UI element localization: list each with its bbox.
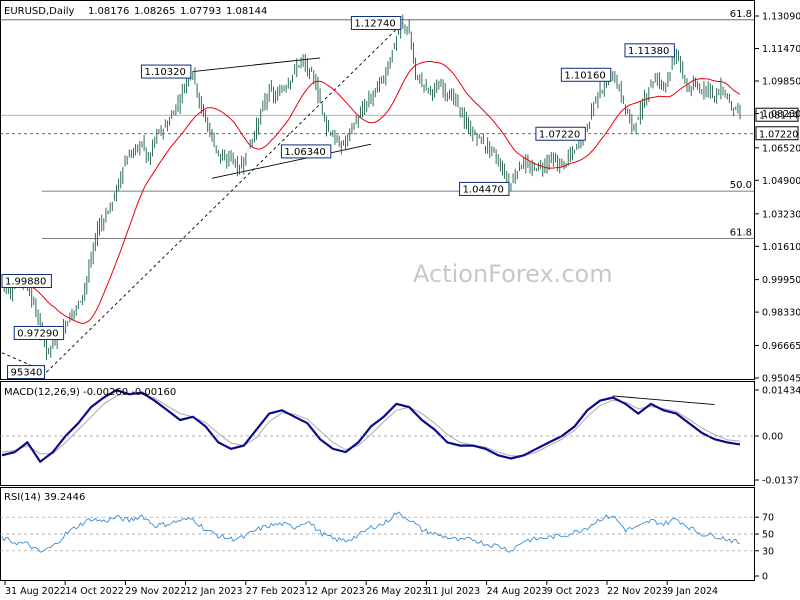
rsi-line — [1, 511, 741, 553]
price-box-label: 1.11380 — [628, 46, 669, 57]
level-label: 61.8 — [730, 227, 752, 238]
rsi-tick-label: 0 — [762, 572, 768, 583]
price-tick-label: 1.01610 — [762, 242, 800, 253]
macd-line — [1, 388, 741, 464]
last-price-box — [755, 126, 799, 141]
time-tick-label: 9 Oct 2023 — [547, 586, 600, 597]
time-tick-label: 24 Aug 2023 — [487, 586, 548, 597]
price-box — [7, 365, 46, 380]
macd-signal-line — [1, 392, 741, 457]
time-tick-label: 29 Nov 2022 — [125, 586, 186, 597]
price-box — [535, 126, 586, 141]
price-box — [624, 43, 675, 58]
price-box-label: 1.04470 — [463, 184, 504, 195]
price-tick-label: 1.04900 — [762, 176, 800, 187]
price-tick-label: 0.99950 — [762, 275, 800, 286]
ohlc-close: 1.08144 — [226, 6, 267, 17]
macd-tick-label: 0.00 — [762, 432, 783, 443]
macd-tick-label: 0.014342 — [762, 386, 800, 397]
time-axis: 31 Aug 2022 14 Oct 2022 29 Nov 2022 12 Jan … — [4, 581, 718, 597]
ma-line — [1, 61, 741, 324]
price-tick-label: 1.13090 — [762, 12, 800, 23]
macd-title: MACD(12,26,9) -0.00260 -0.00160 — [4, 387, 176, 398]
price-box-label: 1.06340 — [284, 147, 325, 158]
macd-lines — [1, 388, 741, 464]
time-tick-label: 26 May 2023 — [366, 586, 428, 597]
symbol-label: EURUSD,Daily — [4, 6, 75, 17]
time-tick-label: 11 Jul 2023 — [426, 586, 480, 597]
price-panel-frame — [0, 0, 755, 380]
rsi-tick-label: 50 — [762, 530, 774, 541]
rsi-tick-label: 70 — [762, 513, 774, 524]
price-box-label: 1.10160 — [564, 70, 605, 81]
rsi-title: RSI(14) 39.2446 — [4, 492, 85, 503]
price-tick-label: 1.03230 — [762, 209, 800, 220]
price-box — [1, 274, 52, 289]
price-boxes: 1.12740 1.10320 1.11380 1.10160 1.06340 1.044… — [1, 16, 799, 380]
moving-average — [1, 61, 741, 324]
price-box — [280, 144, 332, 159]
watermark: ActionForex.com — [413, 260, 613, 288]
price-tick-label: 1.08230 — [762, 109, 800, 120]
price-box — [350, 16, 402, 31]
rsi-axis: 70 50 30 0 — [0, 513, 774, 583]
rsi-panel-frame — [0, 487, 755, 581]
price-tick-label: 0.95045 — [762, 374, 800, 385]
trendline — [46, 22, 404, 373]
macd-divergence-line — [612, 395, 715, 406]
macd-axis: 0.014342 0.00 -0.01371 — [0, 386, 800, 487]
price-tick-label: 0.98330 — [762, 308, 800, 319]
trendline — [211, 143, 372, 179]
price-tick-label: 1.11470 — [762, 44, 800, 55]
rsi-tick-label: 30 — [762, 546, 774, 557]
last-price-label: 1.07220 — [759, 129, 798, 140]
level-label: 50.0 — [730, 180, 752, 191]
time-tick-label: 22 Nov 2023 — [607, 586, 668, 597]
ohlc-high: 1.08265 — [134, 6, 175, 17]
trendline — [1, 352, 47, 373]
time-tick-label: 12 Jan 2023 — [186, 586, 243, 597]
price-box-label: 1.07220 — [539, 129, 580, 140]
ohlc-open: 1.08176 — [88, 6, 129, 17]
price-box-label: 1.99880 — [5, 277, 46, 288]
time-tick-label: 12 Apr 2023 — [306, 586, 365, 597]
time-tick-label: 9 Jan 2024 — [667, 586, 718, 597]
price-levels: 61.8 50.0 61.8 — [0, 9, 754, 239]
time-tick-label: 27 Feb 2023 — [246, 586, 305, 597]
time-tick-label: 31 Aug 2022 — [5, 586, 66, 597]
price-tick-label: 1.06520 — [762, 143, 800, 154]
price-box — [140, 64, 192, 79]
trendlines — [1, 22, 404, 373]
last-price-label: 1.08144 — [759, 111, 798, 122]
price-box-label: 1.10320 — [144, 67, 185, 78]
macd-panel-frame — [0, 381, 755, 486]
ohlc-low: 1.07793 — [180, 6, 221, 17]
price-tick-label: 0.96665 — [762, 341, 800, 352]
price-tick-label: 1.09850 — [762, 76, 800, 87]
price-box — [13, 325, 65, 340]
price-axis: 1.13090 1.11470 1.09850 1.08230 1.06520 1.049… — [755, 12, 800, 385]
last-price-box — [755, 107, 799, 122]
price-box-label: 0.97290 — [17, 328, 58, 339]
candles — [1, 14, 741, 360]
time-tick-label: 14 Oct 2022 — [65, 586, 124, 597]
trendline — [192, 57, 321, 73]
rsi-lines — [1, 511, 741, 553]
price-box — [560, 67, 612, 82]
price-box — [459, 181, 510, 196]
price-box-label: 1.12740 — [354, 19, 395, 30]
level-label: 61.8 — [730, 9, 752, 20]
price-box-label: 95340 — [11, 368, 43, 379]
macd-tick-label: -0.01371 — [762, 476, 800, 487]
